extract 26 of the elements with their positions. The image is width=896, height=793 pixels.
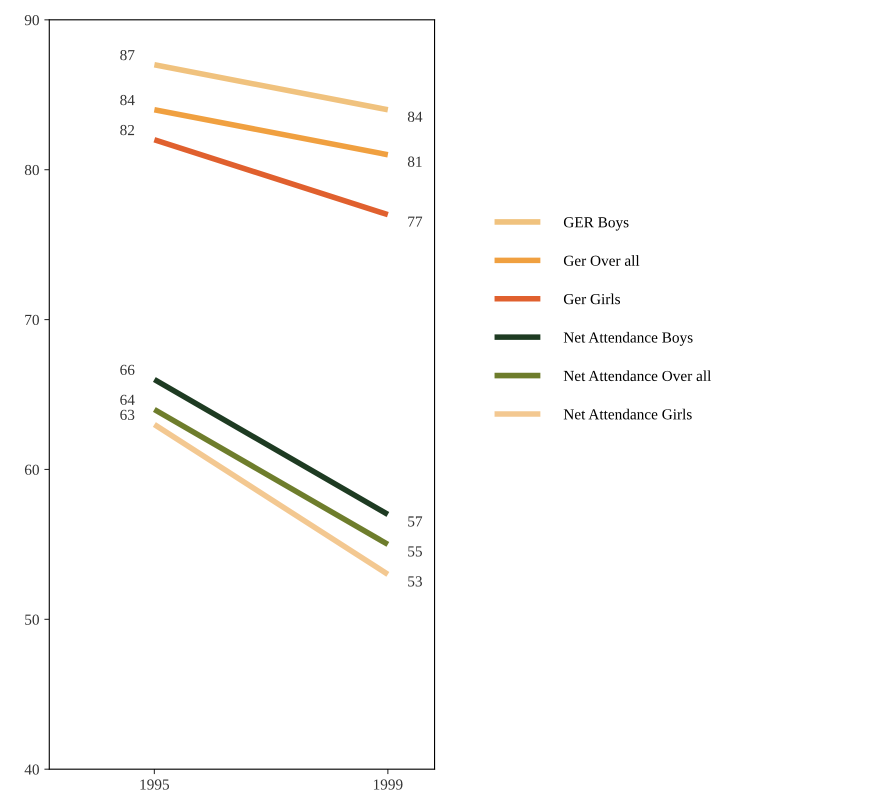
data-label: 84 [408, 112, 422, 122]
data-label: 87 [120, 50, 134, 60]
y-tick-label: 90 [24, 14, 39, 26]
data-label: 64 [120, 394, 135, 405]
data-label: 77 [408, 216, 422, 227]
y-tick-label: 70 [25, 314, 39, 326]
y-tick-label: 80 [24, 164, 39, 176]
x-tick-label: 1999 [374, 779, 403, 790]
legend-label: Ger Girls [564, 294, 620, 304]
data-label: 81 [408, 156, 422, 167]
data-label: 55 [408, 546, 422, 557]
legend-label: Net Attendance Girls [564, 408, 692, 420]
data-label: 57 [408, 516, 422, 527]
y-tick-label: 40 [24, 764, 39, 775]
data-label: 66 [120, 364, 134, 376]
legend-label: Net Attendance Boys [564, 332, 693, 346]
legend-label: Ger Over all [564, 255, 640, 266]
legend-label: Net Attendance Over all [564, 370, 712, 382]
legend-label: GER Boys [564, 217, 629, 231]
data-label: 53 [408, 576, 422, 587]
y-tick-label: 50 [25, 614, 39, 625]
y-tick-label: 60 [24, 464, 39, 475]
x-tick-label: 1995 [140, 779, 170, 790]
data-label: 84 [120, 94, 135, 106]
data-label: 82 [120, 124, 134, 136]
data-label: 63 [120, 410, 134, 420]
